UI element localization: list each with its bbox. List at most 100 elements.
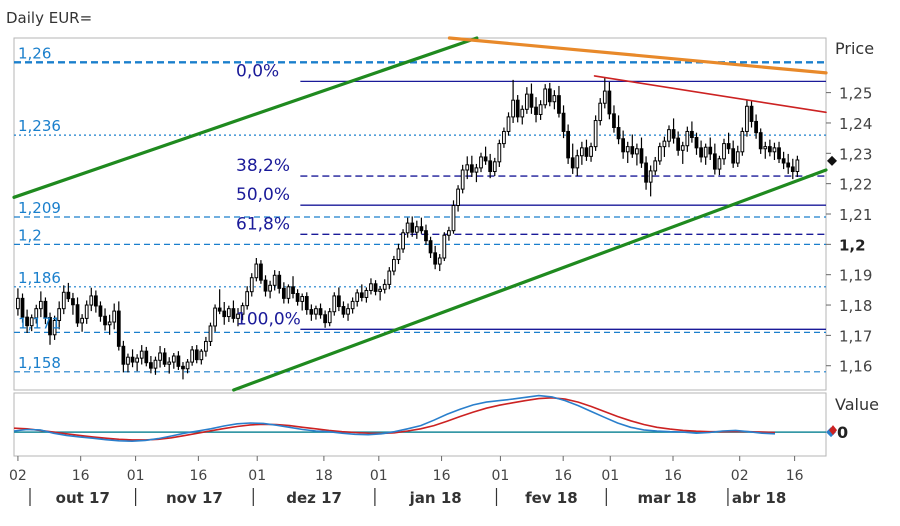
candle-body xyxy=(392,259,396,272)
candle-body xyxy=(272,274,277,286)
candle-body xyxy=(657,146,662,162)
candle-body xyxy=(116,310,121,347)
candle-body xyxy=(589,146,593,157)
oscillator-blue-line xyxy=(13,394,776,443)
candle-body xyxy=(350,300,355,310)
candle-body xyxy=(204,340,208,352)
candle-body xyxy=(534,106,538,115)
candle-body xyxy=(158,352,162,361)
candle-body xyxy=(171,355,176,363)
candle-body xyxy=(745,105,749,132)
price-tick-label: 1,19 xyxy=(839,267,872,285)
level-label: 1,2 xyxy=(18,226,42,244)
candle-body xyxy=(442,234,447,259)
x-tick-label: 01 xyxy=(248,468,266,484)
candle-body xyxy=(16,297,20,310)
candle-body xyxy=(52,320,57,336)
candle-body xyxy=(612,113,616,129)
channel-upper-line xyxy=(12,36,479,199)
candle-body xyxy=(625,146,630,153)
candle-body xyxy=(254,263,259,279)
candle-body xyxy=(424,230,428,242)
candle-body xyxy=(676,137,681,151)
candle-body xyxy=(465,164,470,171)
candle-body xyxy=(621,138,626,153)
candle-body xyxy=(121,345,126,365)
candle-body xyxy=(213,307,217,327)
candle-body xyxy=(277,274,282,289)
candle-body xyxy=(112,310,117,323)
candle-body xyxy=(694,137,699,149)
candle-body xyxy=(34,308,39,319)
candle-body xyxy=(208,325,213,342)
x-tick-label: 16 xyxy=(72,468,90,484)
candle-body xyxy=(561,112,566,132)
level-label: 1,236 xyxy=(18,117,61,135)
candle-body xyxy=(135,357,140,363)
x-tick-label: 16 xyxy=(554,468,572,484)
candle-body xyxy=(607,90,612,115)
candle-body xyxy=(107,321,112,326)
x-tick-label: 18 xyxy=(315,468,333,484)
candle-body xyxy=(71,298,75,306)
candle-body xyxy=(217,307,222,312)
candle-body xyxy=(598,102,603,122)
candle-body xyxy=(460,169,465,190)
price-tick-label: 1,23 xyxy=(839,145,872,163)
x-tick-label: 01 xyxy=(601,468,619,484)
candle-body xyxy=(176,355,181,367)
month-label: fev 18 xyxy=(525,489,578,507)
candle-body xyxy=(712,153,717,170)
candle-body xyxy=(222,310,227,318)
x-tick-label: 16 xyxy=(664,468,682,484)
x-tick-label: 16 xyxy=(786,468,804,484)
candle-body xyxy=(749,105,754,122)
last-price-marker xyxy=(827,155,837,166)
candle-body xyxy=(552,95,557,103)
candle-body xyxy=(199,350,204,361)
candle-body xyxy=(772,147,777,153)
month-label: jan 18 xyxy=(409,489,462,507)
candle-body xyxy=(396,248,401,261)
price-tick-label: 1,16 xyxy=(839,358,872,376)
candle-body xyxy=(506,116,511,132)
candle-body xyxy=(763,146,768,150)
x-tick-label: 01 xyxy=(370,468,388,484)
price-tick-label: 1,25 xyxy=(839,85,872,103)
candle-body xyxy=(502,130,506,145)
candle-body xyxy=(327,311,332,324)
candle-body xyxy=(644,162,648,183)
candle-body xyxy=(777,147,781,160)
price-tick-label: 1,22 xyxy=(839,176,872,194)
candle-body xyxy=(38,300,43,310)
candle-body xyxy=(80,317,84,324)
price-axis-title: Price xyxy=(835,39,874,58)
candle-body xyxy=(492,161,497,173)
candle-body xyxy=(153,359,158,369)
candle-body xyxy=(57,308,62,322)
candle-body xyxy=(98,305,103,317)
level-label: 1,158 xyxy=(18,354,61,372)
wedge-line xyxy=(593,75,827,114)
candle-body xyxy=(259,263,263,281)
candle-body xyxy=(735,151,740,164)
candle-body xyxy=(410,222,415,233)
candle-body xyxy=(373,283,378,292)
candle-body xyxy=(433,252,438,265)
candle-body xyxy=(405,222,410,234)
candle-body xyxy=(103,315,107,326)
candle-body xyxy=(336,295,341,308)
candle-body xyxy=(84,304,89,319)
candle-body xyxy=(48,316,52,336)
candle-body xyxy=(479,156,483,169)
candle-body xyxy=(249,277,254,293)
candle-body xyxy=(538,104,543,115)
candle-body xyxy=(456,188,460,207)
candle-body xyxy=(717,158,722,170)
candle-body xyxy=(515,99,520,118)
candle-body xyxy=(630,146,635,155)
candle-body xyxy=(194,349,199,361)
candle-body xyxy=(281,287,286,299)
candle-body xyxy=(323,314,327,324)
fib-label: 100,0% xyxy=(236,309,301,329)
